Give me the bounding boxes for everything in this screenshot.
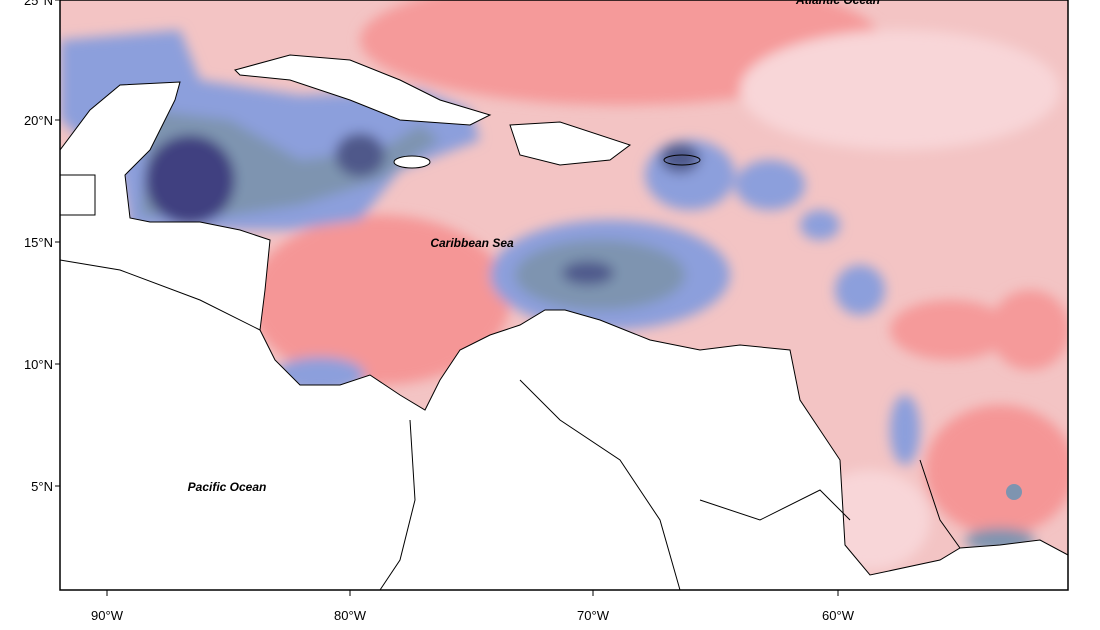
lat-label: 25°N xyxy=(24,0,53,8)
place-label: Atlantic Ocean xyxy=(795,0,880,7)
place-label: Pacific Ocean xyxy=(188,480,267,494)
hispaniola xyxy=(509,121,632,166)
lon-label: 70°W xyxy=(577,608,610,623)
borders xyxy=(59,259,961,591)
lat-label: 20°N xyxy=(24,113,53,128)
lon-label: 80°W xyxy=(334,608,367,623)
jamaica xyxy=(393,155,431,169)
puerto-rico xyxy=(663,154,701,166)
lon-label: 60°W xyxy=(822,608,855,623)
place-label: Caribbean Sea xyxy=(430,236,514,250)
anomaly-field xyxy=(60,0,1068,575)
lon-label: 90°W xyxy=(91,608,124,623)
lat-label: 15°N xyxy=(24,235,53,250)
lat-label: 5°N xyxy=(31,479,53,494)
cuba xyxy=(234,54,492,126)
borders xyxy=(60,174,96,216)
frame xyxy=(59,0,1069,591)
lat-label: 10°N xyxy=(24,357,53,372)
